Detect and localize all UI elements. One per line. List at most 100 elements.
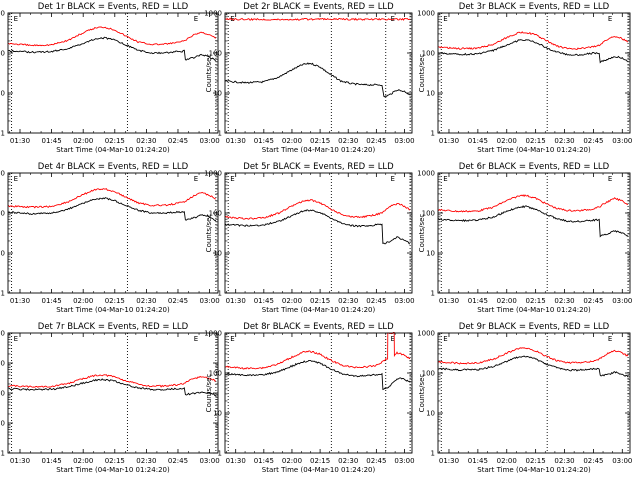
x-tick-label: 01:45 [42,297,62,305]
x-tick-label: 03:00 [612,297,632,305]
x-tick-label: 01:30 [439,457,459,465]
lld-series-line [225,17,411,21]
y-tick-label: 10 [426,90,435,98]
x-tick-label: 01:30 [10,457,30,465]
x-tick-label: 01:45 [254,457,274,465]
chart-panel-5: Det 5r BLACK = Events, RED = LLD 01:30 01:… [204,162,414,314]
event-marker-label: E [194,175,198,183]
events-series-line [225,62,411,98]
x-axis-label: Start Time (04-Mar-10 01:24:20) [262,466,376,474]
y-tick-label: 10 [213,250,222,258]
y-tick-label: 1 [218,290,222,298]
y-tick-label: 1000 [417,330,435,338]
x-tick-label: 02:45 [366,457,386,465]
lld-series-line [225,332,411,370]
y-axis-label: Counts/sec [418,54,426,93]
x-tick-label: 02:00 [73,137,93,145]
x-tick-label: 01:30 [439,297,459,305]
y-tick-label: 1 [1,450,5,458]
y-axis-label: Counts/sec [205,214,213,253]
x-tick-label: 02:45 [583,297,603,305]
x-axis-label: Start Time (04-Mar-10 01:24:20) [56,466,170,474]
plot-frame [224,172,413,294]
plot-frame [7,12,219,134]
x-tick-label: 01:30 [226,137,246,145]
x-tick-label: 02:30 [136,457,156,465]
y-tick-label: 1000 [417,170,435,178]
x-tick-label: 02:45 [168,297,188,305]
x-tick-label: 02:15 [310,457,330,465]
x-axis-label: Start Time (04-Mar-10 01:24:20) [477,146,591,154]
panel-title: Det 1r BLACK = Events, RED = LLD [38,2,189,12]
x-tick-label: 01:45 [468,297,488,305]
event-marker-label: E [608,175,612,183]
y-tick-label: 1000 [0,10,5,18]
y-tick-label: 1000 [417,10,435,18]
x-axis-label: Start Time (04-Mar-10 01:24:20) [56,306,170,314]
x-tick-label: 03:00 [394,457,414,465]
x-tick-label: 01:30 [10,297,30,305]
x-tick-label: 02:45 [168,457,188,465]
x-tick-label: 02:45 [583,137,603,145]
y-tick-label: 1 [218,450,222,458]
lld-series-line [8,374,217,388]
event-marker-label: E [14,15,18,23]
x-tick-label: 01:30 [226,457,246,465]
panel-title: Det 4r BLACK = Events, RED = LLD [38,162,189,172]
x-tick-label: 01:45 [42,457,62,465]
chart-panel-6: Det 6r BLACK = Events, RED = LLD 01:30 01:… [417,162,632,314]
x-tick-label: 02:15 [310,297,330,305]
x-tick-label: 02:30 [136,297,156,305]
chart-panel-9: Det 9r BLACK = Events, RED = LLD 01:30 01:… [417,322,632,474]
events-series-line [8,36,217,61]
x-tick-label: 02:45 [366,297,386,305]
y-tick-label: 10 [426,410,435,418]
lld-series-line [8,188,216,209]
event-marker-label: E [390,175,394,183]
x-tick-label: 01:45 [468,457,488,465]
event-marker-label: E [194,335,198,343]
x-tick-label: 02:30 [136,137,156,145]
y-tick-label: 100 [209,210,222,218]
y-tick-label: 100 [0,390,5,398]
x-tick-label: 03:00 [612,137,632,145]
x-tick-label: 02:15 [526,297,546,305]
y-tick-label: 1000 [204,170,222,178]
event-marker-label: E [443,15,447,23]
chart-panel-7: Det 7r BLACK = Events, RED = LLD 01:30 01:… [0,322,220,474]
x-tick-label: 02:45 [366,137,386,145]
y-tick-label: 1000 [0,170,5,178]
y-tick-label: 10 [426,250,435,258]
x-tick-label: 02:00 [282,297,302,305]
x-tick-label: 02:30 [554,297,574,305]
panel-title: Det 2r BLACK = Events, RED = LLD [243,2,394,12]
event-marker-label: E [14,175,18,183]
plot-frame [7,332,219,454]
panel-title: Det 3r BLACK = Events, RED = LLD [459,2,610,12]
y-tick-label: 1 [218,130,222,138]
events-series-line [8,197,216,221]
y-tick-label: 100 [0,210,5,218]
events-series-line [438,355,629,378]
y-tick-label: 10 [0,420,5,428]
x-tick-label: 01:45 [254,137,274,145]
lld-series-line [225,199,411,220]
chart-panel-8: Det 8r BLACK = Events, RED = LLD 01:30 01:… [204,322,414,474]
x-axis-label: Start Time (04-Mar-10 01:24:20) [477,306,591,314]
event-marker-label: E [230,335,234,343]
y-tick-label: 1000 [204,330,222,338]
panel-title: Det 7r BLACK = Events, RED = LLD [38,322,189,332]
plot-frame [437,12,631,134]
x-tick-label: 02:00 [282,137,302,145]
panel-title: Det 9r BLACK = Events, RED = LLD [459,322,610,332]
y-tick-label: 1 [1,290,5,298]
x-tick-label: 01:45 [468,137,488,145]
panel-title: Det 8r BLACK = Events, RED = LLD [243,322,394,332]
event-marker-label: E [608,335,612,343]
y-tick-label: 1 [1,130,5,138]
plot-frame [7,172,219,294]
x-tick-label: 01:30 [439,137,459,145]
y-tick-label: 100 [422,50,435,58]
